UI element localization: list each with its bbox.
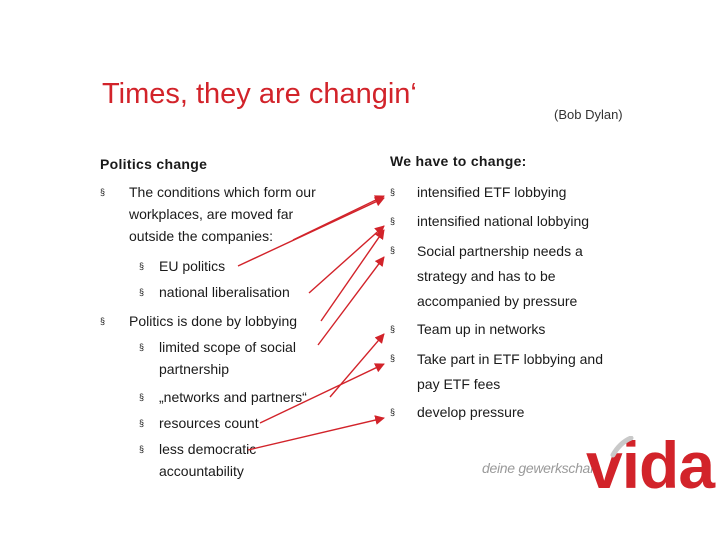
sub-bullet-marker: § bbox=[139, 261, 145, 271]
left-item-lobbying: Politics is done by lobbying bbox=[129, 313, 298, 329]
text-line: partnership bbox=[159, 361, 230, 377]
attribution: (Bob Dylan) bbox=[554, 107, 623, 122]
sub-item-eu-politics: EU politics bbox=[159, 258, 226, 274]
bullet-marker: § bbox=[390, 245, 396, 255]
bullet-marker: § bbox=[390, 353, 396, 363]
right-item-national-lobbying: intensified national lobbying bbox=[417, 213, 590, 229]
sub-item-national-liberalisation: national liberalisation bbox=[159, 284, 290, 300]
arrow-networks-to-team-up bbox=[329, 333, 385, 398]
sub-item-limited-scope: limited scope of social partnership bbox=[159, 336, 296, 380]
text-line: pay ETF fees bbox=[417, 376, 501, 392]
bullet-marker: § bbox=[390, 407, 396, 417]
bullet-marker: § bbox=[390, 324, 396, 334]
arrow-limited-scope-to-social-partnership bbox=[317, 256, 385, 346]
logo-tagline: deine gewerkschaft bbox=[482, 460, 598, 476]
bullet-marker: § bbox=[100, 316, 106, 326]
arrow-accountability-to-develop-pressure bbox=[247, 415, 385, 451]
sub-item-accountability: less democratic accountability bbox=[159, 438, 256, 482]
text-line: workplaces, are moved far bbox=[129, 206, 294, 222]
right-item-develop-pressure: develop pressure bbox=[417, 404, 525, 420]
arrow-eu-politics-to-etf-lobbying bbox=[237, 197, 385, 267]
left-item-conditions: The conditions which form our workplaces… bbox=[129, 181, 359, 247]
right-heading: We have to change: bbox=[390, 153, 527, 169]
sub-item-resources: resources count bbox=[159, 415, 259, 431]
logo-swoosh-icon bbox=[610, 436, 634, 458]
bullet-marker: § bbox=[390, 216, 396, 226]
arrow-resources-to-etf-fees bbox=[259, 363, 385, 424]
text-line: accompanied by pressure bbox=[417, 293, 578, 309]
text-line: Take part in ETF lobbying and bbox=[417, 351, 603, 367]
right-item-social-partnership: Social partnership needs a strategy and … bbox=[417, 239, 583, 314]
text-line: outside the companies: bbox=[129, 228, 273, 244]
sub-bullet-marker: § bbox=[139, 444, 145, 454]
vida-logo: vida bbox=[586, 428, 715, 502]
text-line: accountability bbox=[159, 463, 244, 479]
bullet-marker: § bbox=[390, 187, 396, 197]
sub-bullet-marker: § bbox=[139, 342, 145, 352]
sub-bullet-marker: § bbox=[139, 392, 145, 402]
sub-item-networks: „networks and partners“ bbox=[159, 389, 307, 405]
text-line: The conditions which form our bbox=[129, 184, 316, 200]
slide-title: Times, they are changin‘ bbox=[102, 78, 417, 110]
bullet-marker: § bbox=[100, 187, 106, 197]
right-item-etf-lobbying: intensified ETF lobbying bbox=[417, 184, 567, 200]
right-item-team-up: Team up in networks bbox=[417, 321, 546, 337]
text-line: limited scope of social bbox=[159, 339, 296, 355]
text-line: Social partnership needs a bbox=[417, 243, 583, 259]
right-item-etf-fees: Take part in ETF lobbying and pay ETF fe… bbox=[417, 347, 603, 397]
arrow-liberalisation-to-national-lobbying bbox=[308, 225, 385, 294]
sub-bullet-marker: § bbox=[139, 418, 145, 428]
text-line: strategy and has to be bbox=[417, 268, 556, 284]
sub-bullet-marker: § bbox=[139, 287, 145, 297]
text-line: less democratic bbox=[159, 441, 257, 457]
arrow-lobbying-to-national-lobbying bbox=[320, 229, 385, 322]
left-heading: Politics change bbox=[100, 156, 208, 172]
